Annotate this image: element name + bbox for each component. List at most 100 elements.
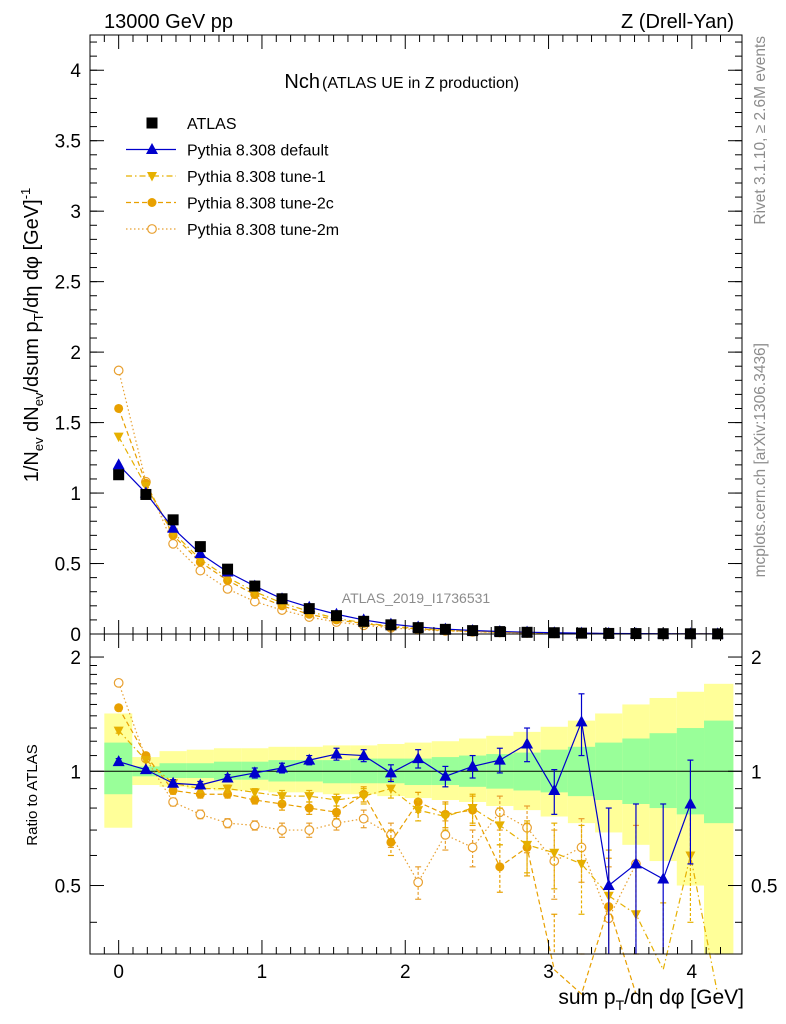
ratio-y-tick-label: 2 — [70, 648, 81, 669]
data-point — [140, 488, 152, 500]
legend-entry: Pythia 8.308 tune-2c — [187, 196, 334, 213]
legend-marker — [147, 198, 157, 207]
header-left: 13000 GeV pp — [104, 11, 233, 33]
ratio-data-point — [493, 753, 506, 765]
data-point — [330, 610, 342, 622]
ratio-data-point — [276, 761, 289, 773]
ratio-data-point — [358, 792, 369, 802]
ratio-data-point — [194, 778, 207, 790]
ratio-data-point — [249, 788, 260, 798]
ratio-data-point — [466, 759, 479, 771]
legend-marker — [147, 172, 157, 182]
ratio-data-point — [467, 804, 478, 814]
data-point — [194, 547, 207, 559]
x-tick-label: 4 — [687, 962, 698, 983]
mcplots-label: mcplots.cern.ch [arXiv:1306.3436] — [752, 343, 769, 577]
ratio-frame — [89, 633, 743, 955]
data-point — [412, 622, 424, 634]
data-point — [194, 541, 206, 553]
ratio-data-point — [304, 792, 315, 802]
ratio-y-tick-label: 1 — [70, 762, 81, 783]
ratio-data-point — [168, 797, 179, 807]
ratio-data-point — [684, 797, 697, 809]
ratio-data-point — [331, 807, 341, 817]
ratio-data-point — [222, 784, 233, 795]
ratio-data-point — [277, 825, 287, 835]
data-point — [113, 469, 125, 481]
ratio-data-point — [168, 785, 178, 795]
data-point — [521, 626, 533, 638]
ratio-data-point — [303, 753, 316, 765]
y-tick-label: 4 — [70, 61, 81, 82]
ratio-data-point — [495, 862, 505, 872]
ratio-data-point — [439, 769, 452, 781]
ratio-y-tick-label: 0.5 — [55, 877, 81, 898]
ratio-y-tick-label-right: 0.5 — [751, 877, 777, 898]
ratio-data-point — [384, 766, 397, 778]
ratio-data-point — [413, 877, 424, 888]
data-point — [113, 432, 124, 443]
ratio-data-point — [440, 829, 451, 840]
ratio-data-point — [113, 726, 124, 737]
y-tick-label: 1.5 — [55, 414, 81, 435]
legend-marker — [146, 117, 158, 129]
ratio-y-tick-label-right: 1 — [751, 762, 762, 783]
inner-uncertainty-band — [159, 763, 187, 779]
data-point — [222, 583, 233, 594]
series-line — [118, 464, 718, 635]
ratio-data-point — [522, 840, 533, 851]
data-point — [576, 627, 588, 639]
data-point — [385, 619, 397, 631]
data-point — [167, 521, 180, 533]
ratio-panel: 0.5 0.5 1 1 2 2 0 1 2 3 4 Ratio to ATLAS sum pT/dη… — [24, 633, 777, 1013]
ratio-data-point — [413, 806, 424, 816]
ratio-data-point — [221, 771, 234, 783]
main-panel: 0 0.5 1 1.5 2 2.5 3 3.5 4 ATLAS_2019_I1736531 Nc… — [18, 34, 743, 646]
ratio-data-point — [467, 842, 478, 853]
data-point — [358, 615, 370, 627]
ratio-data-point — [331, 818, 342, 829]
ratio-data-point — [331, 796, 342, 806]
data-point — [114, 403, 124, 413]
ratio-data-point — [195, 809, 206, 820]
ratio-data-point — [440, 812, 451, 823]
legend-entry: ATLAS — [187, 116, 237, 133]
ratio-series — [112, 693, 697, 954]
x-tick-label: 2 — [400, 962, 411, 983]
data-point — [168, 538, 179, 549]
main-ylabel: 1/Nev dNev/dsum pT/dη dφ [GeV]-1 — [18, 188, 46, 483]
data-point — [303, 603, 315, 615]
y-tick-label: 1 — [70, 484, 81, 505]
data-point — [494, 626, 506, 638]
ratio-series-line — [118, 719, 691, 887]
ratio-data-point — [277, 792, 288, 802]
inner-uncertainty-band — [104, 742, 133, 795]
legend-entry: Pythia 8.308 tune-1 — [187, 169, 326, 186]
data-point — [603, 627, 615, 639]
header-right: Z (Drell-Yan) — [621, 11, 734, 33]
ratio-data-point — [412, 752, 425, 764]
plot-subtitle: (ATLAS UE in Z production) — [322, 75, 519, 92]
ratio-data-point — [222, 818, 233, 829]
ratio-data-point — [114, 703, 124, 713]
ratio-data-point — [304, 825, 315, 835]
x-tick-label: 0 — [113, 962, 124, 983]
data-point — [548, 627, 560, 639]
analysis-watermark: ATLAS_2019_I1736531 — [342, 590, 491, 606]
data-point — [467, 625, 479, 637]
inner-uncertainty-band — [213, 761, 242, 780]
ratio-data-point — [249, 820, 260, 831]
legend-entry: Pythia 8.308 tune-2m — [187, 222, 339, 239]
plot-title: Nch — [284, 71, 320, 93]
ratio-data-point — [385, 784, 396, 795]
ratio-data-point — [357, 749, 370, 761]
ratio-series-line — [118, 730, 719, 995]
data-point — [195, 565, 206, 576]
ratio-data-point — [358, 813, 369, 824]
inner-uncertainty-band — [704, 720, 734, 824]
data-point — [112, 458, 125, 470]
legend-marker — [147, 224, 157, 234]
data-point — [439, 623, 451, 635]
ratio-data-point — [494, 821, 505, 831]
